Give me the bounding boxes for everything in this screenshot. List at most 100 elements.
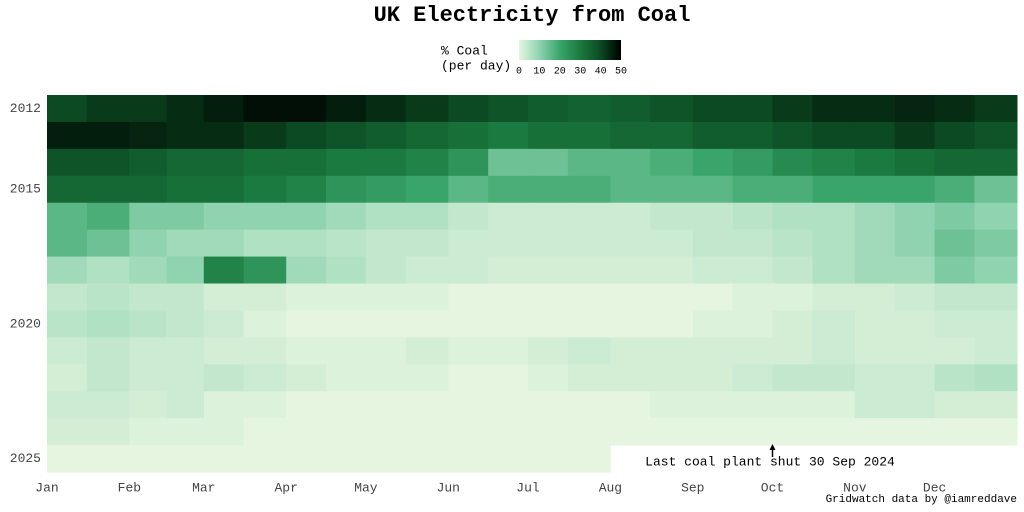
heatmap-cell <box>129 95 168 123</box>
heatmap-cell <box>528 121 569 150</box>
heatmap-cell <box>488 418 529 446</box>
heatmap-cell <box>166 256 205 284</box>
heatmap-cell <box>448 95 489 123</box>
heatmap-cell <box>732 175 774 204</box>
heatmap-cell <box>243 418 287 446</box>
heatmap-cell <box>692 95 734 123</box>
heatmap-cell <box>812 364 856 392</box>
heatmap-cell <box>448 229 489 258</box>
colorbar-label: (per day) <box>441 58 511 73</box>
heatmap-cell <box>650 121 694 150</box>
heatmap-cell <box>772 391 813 419</box>
heatmap-cell <box>650 391 694 419</box>
heatmap-cell <box>772 175 813 204</box>
heatmap-cell <box>129 202 168 231</box>
heatmap-cell <box>854 283 896 311</box>
heatmap-cell <box>610 95 651 123</box>
heatmap-cell <box>854 337 896 365</box>
heatmap-cell <box>86 391 130 419</box>
heatmap-cell <box>854 364 896 392</box>
heatmap-cell <box>650 337 694 365</box>
y-tick-label: 2025 <box>10 451 41 466</box>
heatmap-cell <box>129 229 168 258</box>
heatmap-cell <box>286 229 327 258</box>
heatmap-cell <box>488 121 529 150</box>
heatmap-cell <box>448 148 489 177</box>
heatmap-cell <box>326 391 367 419</box>
heatmap-cell <box>405 121 449 150</box>
heatmap-cell <box>365 256 407 284</box>
x-tick-label: Sep <box>681 480 704 495</box>
heatmap-cell <box>488 202 529 231</box>
heatmap-cell <box>405 148 449 177</box>
heatmap-cell <box>974 148 1018 177</box>
heatmap-cell <box>448 391 489 419</box>
x-tick-label: Oct <box>761 480 784 495</box>
heatmap-cell <box>365 364 407 392</box>
heatmap-cell <box>610 391 651 419</box>
heatmap-cell <box>732 364 774 392</box>
heatmap-cell <box>567 445 611 473</box>
heatmap-cell <box>772 310 813 338</box>
heatmap-cell <box>567 121 611 150</box>
heatmap-cell <box>86 364 130 392</box>
heatmap-cell <box>365 391 407 419</box>
heatmap-cell <box>448 418 489 446</box>
heatmap-cell <box>365 337 407 365</box>
heatmap-cell <box>974 175 1018 204</box>
heatmap-cell <box>365 202 407 231</box>
heatmap-cell <box>528 202 569 231</box>
heatmap-cell <box>203 364 245 392</box>
heatmap-cell <box>86 418 130 446</box>
heatmap-cell <box>286 256 327 284</box>
heatmap-cell <box>650 364 694 392</box>
colorbar <box>519 40 621 60</box>
heatmap-cell <box>488 148 529 177</box>
heatmap-cell <box>166 364 205 392</box>
heatmap-cell <box>772 283 813 311</box>
heatmap-cell <box>894 175 936 204</box>
heatmap-cell <box>286 391 327 419</box>
heatmap-cell <box>326 175 367 204</box>
heatmap-cell <box>854 202 896 231</box>
heatmap-cell <box>488 310 529 338</box>
heatmap-cell <box>854 229 896 258</box>
heatmap-cell <box>812 121 856 150</box>
heatmap-cell <box>650 202 694 231</box>
heatmap-cell <box>934 337 975 365</box>
heatmap-cell <box>286 445 327 473</box>
heatmap-cell <box>129 310 168 338</box>
heatmap-cell <box>528 310 569 338</box>
heatmap-cell <box>610 310 651 338</box>
heatmap-cell <box>405 364 449 392</box>
heatmap-cell <box>812 175 856 204</box>
heatmap-cell <box>692 256 734 284</box>
heatmap-cell <box>129 121 168 150</box>
x-tick-label: Jul <box>516 480 540 495</box>
heatmap-cell <box>243 121 287 150</box>
heatmap-cell <box>567 256 611 284</box>
heatmap-cell <box>772 337 813 365</box>
heatmap-cell <box>528 445 569 473</box>
heatmap-cell <box>854 175 896 204</box>
heatmap-cell <box>934 175 975 204</box>
heatmap-cell <box>854 391 896 419</box>
heatmap-cell <box>243 148 287 177</box>
heatmap-cell <box>365 310 407 338</box>
heatmap-cell <box>405 418 449 446</box>
heatmap-cell <box>692 364 734 392</box>
heatmap-cell <box>974 391 1018 419</box>
heatmap-cell <box>203 175 245 204</box>
heatmap-cell <box>650 175 694 204</box>
heatmap-cell <box>47 121 88 150</box>
heatmap-cell <box>567 283 611 311</box>
heatmap-cell <box>732 283 774 311</box>
heatmap-cell <box>488 229 529 258</box>
heatmap-cell <box>203 148 245 177</box>
heatmap-cell <box>365 418 407 446</box>
heatmap-cell <box>488 256 529 284</box>
heatmap-cell <box>243 445 287 473</box>
colorbar-label: % Coal <box>441 43 488 58</box>
heatmap-cell <box>365 148 407 177</box>
colorbar-tick-label: 40 <box>595 67 607 78</box>
